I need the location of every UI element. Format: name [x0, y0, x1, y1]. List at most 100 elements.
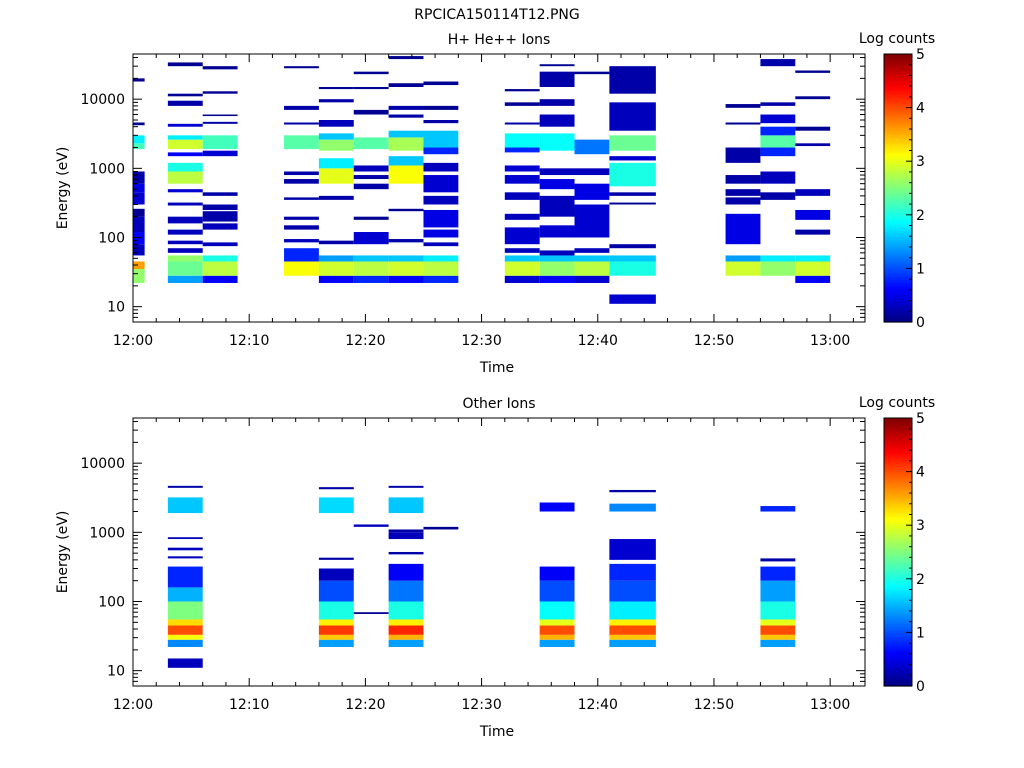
x-tick-label: 12:00 [113, 697, 153, 713]
y-tick-label: 10000 [80, 456, 125, 472]
panel-2: Other Ions 12:00 12:10 12:20 12:30 12:40 12:50… [55, 395, 935, 740]
colorbar-swatch [884, 607, 912, 611]
heatmap-cell [388, 156, 424, 166]
heatmap-cell [318, 639, 354, 647]
colorbar-swatch [884, 127, 912, 131]
panel-title: H+ He++ Ions [448, 32, 551, 48]
heatmap-cell [609, 539, 656, 560]
colorbar-swatch [884, 476, 912, 479]
colorbar-label: Log counts [859, 31, 935, 47]
heatmap-cell [318, 568, 354, 581]
heatmap-cell [167, 189, 203, 193]
colorbar-swatch [884, 98, 912, 102]
heatmap-cell [725, 197, 761, 205]
heatmap-cell [574, 248, 610, 253]
heatmap-cell [609, 156, 656, 161]
heatmap-cell [167, 93, 203, 97]
colorbar-swatch [884, 429, 912, 432]
colorbar-swatch [884, 625, 912, 629]
heatmap-cell [353, 612, 389, 614]
colorbar-swatch [884, 545, 912, 549]
heatmap-cell [504, 89, 540, 92]
heatmap-cell [202, 192, 238, 196]
colorbar-swatch [884, 565, 912, 569]
heatmap-cell [423, 162, 459, 172]
colorbar-swatch [884, 572, 912, 575]
colorbar-swatch [884, 596, 912, 600]
heatmap-cell [504, 192, 540, 200]
heatmap-cell [133, 192, 145, 205]
heatmap-cell [539, 179, 575, 190]
heatmap-cells [133, 56, 831, 304]
colorbar-swatch [884, 150, 912, 153]
heatmap-cell [318, 120, 354, 127]
heatmap-cell [202, 261, 238, 276]
heatmap-cell [609, 580, 656, 602]
heatmap-cell [167, 216, 203, 224]
colorbar-swatch [884, 536, 912, 540]
colorbar-swatch [884, 547, 912, 551]
heatmap-cell [574, 183, 610, 200]
colorbar-swatch [884, 132, 912, 135]
heatmap-cell [167, 547, 203, 551]
heatmap-cell [539, 619, 575, 626]
heatmap-cell [795, 261, 831, 276]
x-tick-label: 12:40 [578, 697, 618, 713]
colorbar-swatch [884, 453, 912, 457]
heatmap-cell [388, 137, 424, 151]
colorbar-swatch [884, 567, 912, 571]
colorbar-swatch [884, 123, 912, 127]
heatmap-cell [609, 503, 656, 512]
colorbar-swatch [884, 58, 912, 62]
colorbar-swatch [884, 196, 912, 200]
colorbar-swatch [884, 96, 912, 100]
heatmap-cell [760, 566, 796, 581]
colorbar-tick-label: 0 [916, 315, 925, 331]
colorbar-swatch [884, 500, 912, 504]
colorbar-swatch [884, 585, 912, 589]
colorbar-swatch [884, 94, 912, 98]
colorbar-swatch [884, 67, 912, 71]
colorbar-swatch [884, 161, 912, 165]
colorbar-swatch [884, 485, 912, 488]
heatmap-cell [353, 232, 389, 245]
colorbar-swatch [884, 279, 912, 283]
heatmap-cell [609, 639, 656, 647]
heatmap-cell [167, 100, 203, 106]
x-tick-label: 12:00 [113, 333, 153, 349]
colorbar-swatch [884, 621, 912, 625]
colorbar-swatch [884, 214, 912, 218]
colorbar-swatch [884, 250, 912, 254]
heatmap-cell [423, 229, 459, 238]
colorbar-tick-label: 3 [916, 154, 925, 170]
heatmap-cell [388, 105, 424, 110]
colorbar-swatch [884, 156, 912, 160]
heatmap-cell [574, 139, 610, 155]
colorbar-swatch [884, 420, 912, 424]
colorbar-swatch [884, 502, 912, 506]
heatmap-cell [539, 639, 575, 647]
heatmap-cell [609, 489, 656, 493]
heatmap-cell [133, 244, 145, 256]
colorbar-swatch [884, 174, 912, 178]
colorbar-swatch [884, 433, 912, 437]
heatmap-cell [353, 87, 389, 90]
colorbar-swatch [884, 569, 912, 573]
heatmap-cell [423, 242, 459, 247]
colorbar-swatch [884, 449, 912, 453]
colorbar-swatch [884, 632, 912, 636]
x-tick-label: 12:20 [345, 697, 385, 713]
heatmap-cell [760, 625, 796, 635]
colorbar-swatch [884, 290, 912, 294]
colorbar-swatch [884, 451, 912, 455]
heatmap-cell [539, 168, 575, 176]
heatmap-cell [539, 261, 575, 276]
heatmap-cell [388, 551, 424, 555]
heatmap-cell [388, 634, 424, 640]
colorbar-swatch [884, 297, 912, 301]
colorbar-swatch [884, 467, 912, 470]
colorbar-swatch [884, 277, 912, 281]
colorbar-swatch [884, 511, 912, 515]
